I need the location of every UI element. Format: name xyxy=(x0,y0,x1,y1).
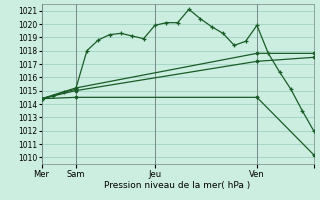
X-axis label: Pression niveau de la mer( hPa ): Pression niveau de la mer( hPa ) xyxy=(104,181,251,190)
